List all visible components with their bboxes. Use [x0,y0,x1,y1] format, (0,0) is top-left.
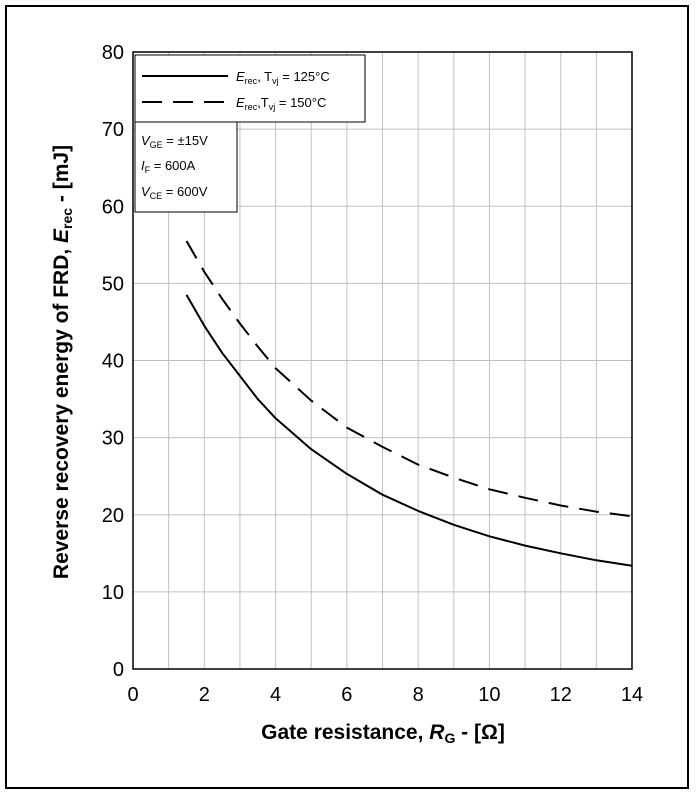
y-tick-label: 20 [102,505,124,527]
condition-vge: VGE = ±15V [141,133,208,150]
condition-vce: VCE = 600V [141,184,208,201]
plot-area-border [132,51,633,670]
x-tick-label: 10 [478,684,500,706]
legend: Erec, Tvj = 125°C Erec,Tvj = 150°C [134,54,366,123]
x-tick-label: 4 [270,684,281,706]
x-tick-label: 14 [621,684,643,706]
x-tick-label: 6 [341,684,352,706]
y-tick-label: 30 [102,428,124,450]
legend-label-150: Erec,Tvj = 150°C [236,95,326,112]
y-tick-label: 40 [102,351,124,373]
x-tick-label: 2 [199,684,210,706]
curve-150c [185,240,633,518]
conditions-box: VGE = ±15V IF = 600A VCE = 600V [134,121,238,213]
y-tick-label: 10 [102,582,124,604]
grid [133,52,632,669]
x-tick-label: 8 [413,684,424,706]
chart-frame [5,5,689,789]
x-tick-labels: 0 2 4 6 8 10 12 14 [127,684,643,706]
y-tick-label: 80 [102,42,124,64]
curves [185,240,633,567]
x-tick-label: 12 [550,684,572,706]
y-tick-label: 0 [113,659,124,681]
y-tick-labels: 0 10 20 30 40 50 60 70 80 [102,42,124,681]
legend-label-125: Erec, Tvj = 125°C [236,69,330,86]
y-tick-label: 50 [102,273,124,295]
y-tick-label: 70 [102,119,124,141]
y-tick-label: 60 [102,196,124,218]
x-tick-label: 0 [127,684,138,706]
y-axis-title: Reverse recovery energy of FRD, Erec - [… [50,145,75,579]
curve-125c [185,294,633,567]
condition-if: IF = 600A [141,158,196,175]
x-axis-title: Gate resistance, RG - [Ω] [261,721,505,746]
